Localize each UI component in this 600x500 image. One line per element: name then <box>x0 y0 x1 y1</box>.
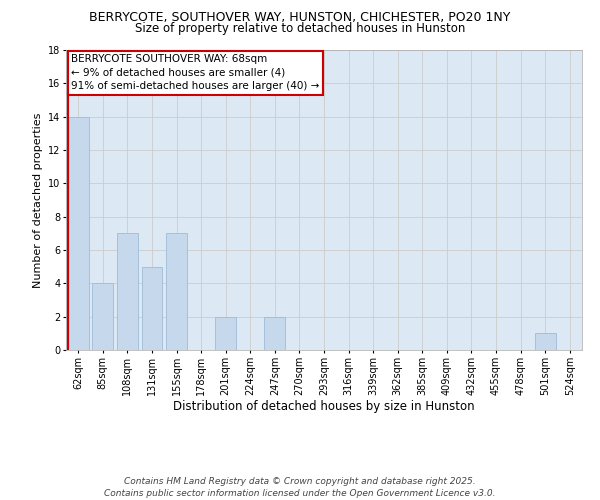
Text: BERRYCOTE, SOUTHOVER WAY, HUNSTON, CHICHESTER, PO20 1NY: BERRYCOTE, SOUTHOVER WAY, HUNSTON, CHICH… <box>89 11 511 24</box>
Bar <box>535 334 556 350</box>
Y-axis label: Number of detached properties: Number of detached properties <box>32 112 43 288</box>
Bar <box>166 234 187 350</box>
Bar <box>68 116 89 350</box>
Bar <box>215 316 236 350</box>
X-axis label: Distribution of detached houses by size in Hunston: Distribution of detached houses by size … <box>173 400 475 413</box>
Bar <box>142 266 163 350</box>
Bar <box>117 234 138 350</box>
Bar <box>265 316 286 350</box>
Text: Contains HM Land Registry data © Crown copyright and database right 2025.
Contai: Contains HM Land Registry data © Crown c… <box>104 476 496 498</box>
Text: Size of property relative to detached houses in Hunston: Size of property relative to detached ho… <box>135 22 465 35</box>
Text: BERRYCOTE SOUTHOVER WAY: 68sqm
← 9% of detached houses are smaller (4)
91% of se: BERRYCOTE SOUTHOVER WAY: 68sqm ← 9% of d… <box>71 54 320 91</box>
Bar <box>92 284 113 350</box>
